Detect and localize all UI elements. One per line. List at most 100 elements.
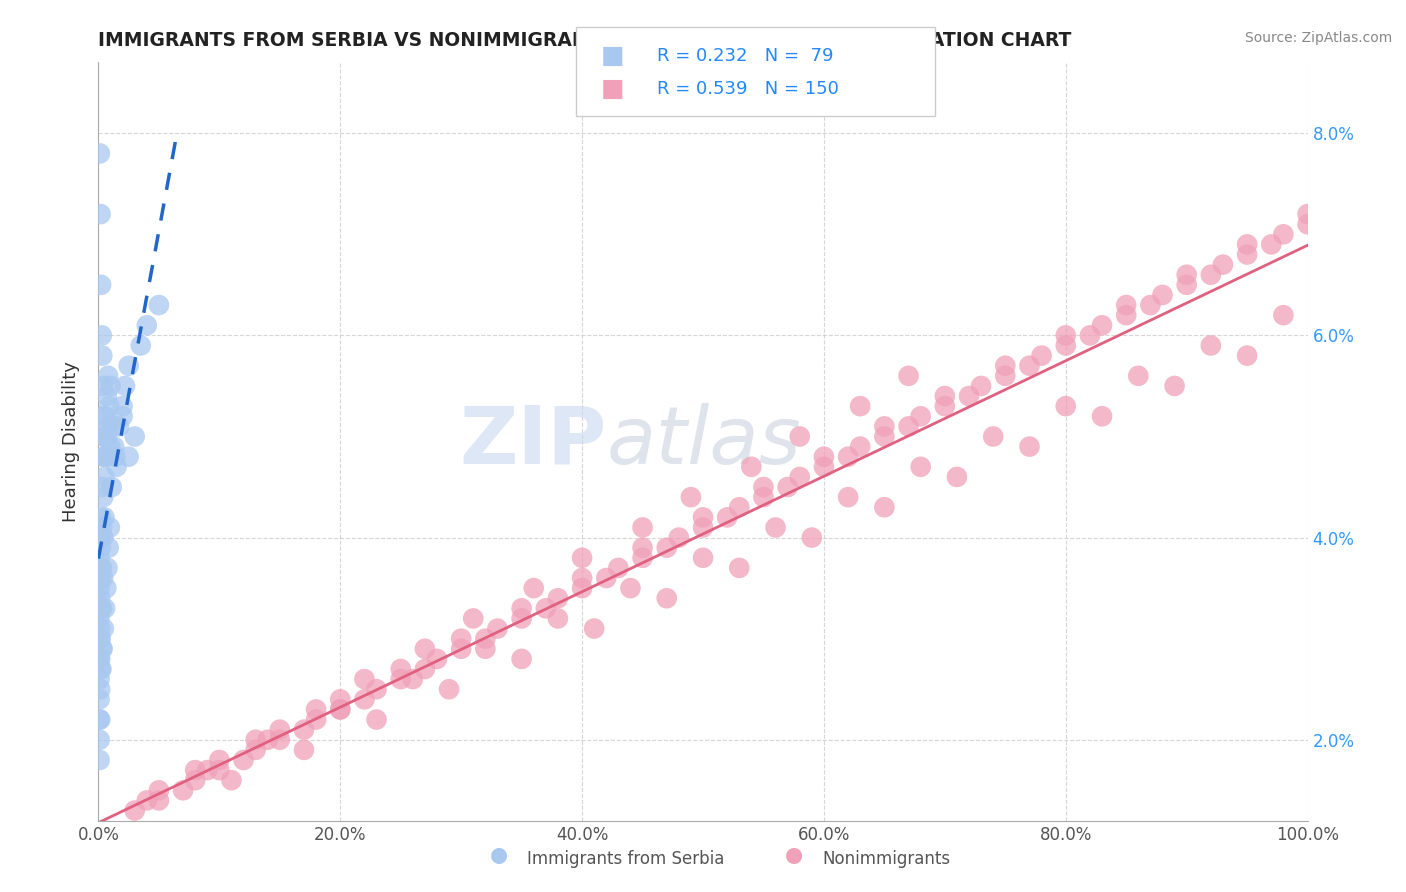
Point <box>292 743 315 757</box>
Point <box>208 753 231 767</box>
Point <box>221 773 243 788</box>
Point <box>89 672 111 686</box>
Point <box>93 450 115 464</box>
Text: IMMIGRANTS FROM SERBIA VS NONIMMIGRANTS HEARING DISABILITY CORRELATION CHART: IMMIGRANTS FROM SERBIA VS NONIMMIGRANTS … <box>98 31 1071 50</box>
Point <box>1236 237 1258 252</box>
Point <box>994 359 1017 373</box>
Point <box>655 541 678 555</box>
Point <box>353 672 375 686</box>
Point <box>437 682 460 697</box>
Point <box>89 732 111 747</box>
Point <box>1199 268 1222 282</box>
Point <box>679 490 702 504</box>
Point <box>547 591 569 606</box>
Point <box>93 510 115 524</box>
Point <box>124 429 146 443</box>
Point <box>93 429 115 443</box>
Text: atlas: atlas <box>606 402 801 481</box>
Point <box>90 601 112 615</box>
Point <box>1260 237 1282 252</box>
Point <box>90 541 112 555</box>
Text: ■: ■ <box>600 78 624 101</box>
Text: R = 0.232   N =  79: R = 0.232 N = 79 <box>657 47 834 65</box>
Point <box>571 550 593 565</box>
Point <box>692 510 714 524</box>
Point <box>93 470 115 484</box>
Point <box>389 672 412 686</box>
Point <box>97 368 120 383</box>
Point <box>994 368 1017 383</box>
Point <box>329 702 352 716</box>
Point <box>89 713 111 727</box>
Point <box>89 652 111 666</box>
Point <box>837 490 859 504</box>
Point <box>89 581 111 595</box>
Point <box>934 399 956 413</box>
Point <box>129 338 152 352</box>
Point <box>91 520 114 534</box>
Point <box>89 611 111 625</box>
Point <box>124 804 146 818</box>
Point <box>752 480 775 494</box>
Point <box>534 601 557 615</box>
Point <box>571 581 593 595</box>
Point <box>873 429 896 443</box>
Point <box>292 723 315 737</box>
Point <box>111 409 134 424</box>
Point <box>245 732 267 747</box>
Point <box>510 611 533 625</box>
Point <box>269 732 291 747</box>
Point <box>668 531 690 545</box>
Point <box>607 561 630 575</box>
Point <box>752 490 775 504</box>
Point <box>413 662 436 676</box>
Text: Nonimmigrants: Nonimmigrants <box>823 850 950 868</box>
Point <box>93 429 115 443</box>
Point <box>1199 338 1222 352</box>
Point <box>111 399 134 413</box>
Point <box>1175 277 1198 292</box>
Point <box>245 743 267 757</box>
Point <box>486 622 509 636</box>
Point <box>813 450 835 464</box>
Point <box>1236 349 1258 363</box>
Point <box>96 429 118 443</box>
Point <box>873 419 896 434</box>
Point <box>571 571 593 585</box>
Point <box>91 490 114 504</box>
Point <box>1272 308 1295 322</box>
Point <box>135 793 157 807</box>
Point <box>96 581 118 595</box>
Point <box>1175 268 1198 282</box>
Point <box>91 571 114 585</box>
Point <box>1054 328 1077 343</box>
Point <box>232 753 254 767</box>
Point <box>118 359 141 373</box>
Point <box>655 591 678 606</box>
Text: ■: ■ <box>600 45 624 68</box>
Point <box>776 480 799 494</box>
Point <box>90 662 112 676</box>
Point <box>595 571 617 585</box>
Point <box>89 713 111 727</box>
Point <box>716 510 738 524</box>
Text: ZIP: ZIP <box>458 402 606 481</box>
Point <box>728 561 751 575</box>
Point <box>91 601 114 615</box>
Point <box>89 550 111 565</box>
Point <box>789 429 811 443</box>
Point <box>89 591 111 606</box>
Point <box>90 571 112 585</box>
Point <box>897 368 920 383</box>
Point <box>94 409 117 424</box>
Point <box>104 450 127 464</box>
Y-axis label: Hearing Disability: Hearing Disability <box>62 361 80 522</box>
Point <box>474 641 496 656</box>
Point <box>1091 318 1114 333</box>
Point <box>631 541 654 555</box>
Point <box>389 662 412 676</box>
Point <box>1128 368 1150 383</box>
Point <box>172 783 194 797</box>
Text: Immigrants from Serbia: Immigrants from Serbia <box>527 850 724 868</box>
Point <box>366 713 388 727</box>
